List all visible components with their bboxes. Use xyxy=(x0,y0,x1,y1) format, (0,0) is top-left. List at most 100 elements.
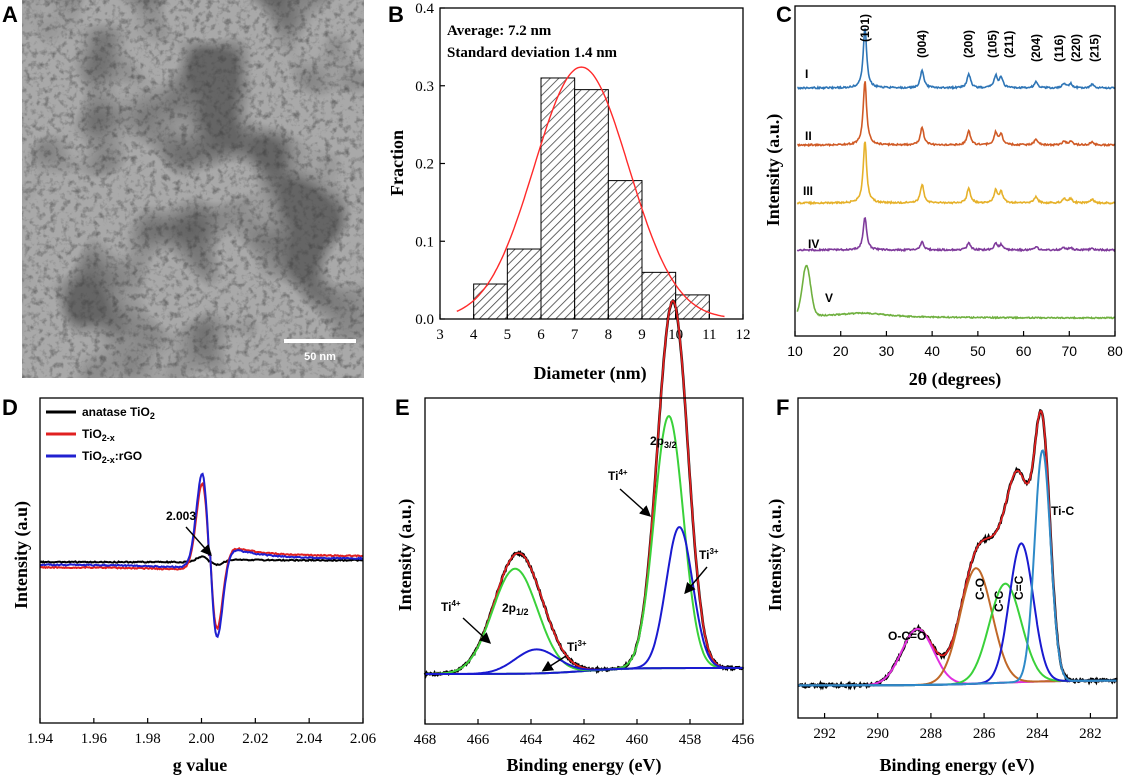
x-tick-d-label: 2.02 xyxy=(242,731,268,747)
x-tick-c-label: 60 xyxy=(1016,343,1032,359)
panel-label-c: C xyxy=(776,2,792,27)
x-tick-d-label: 1.94 xyxy=(27,731,54,747)
average-annotation: Average: 7.2 nm xyxy=(447,23,552,39)
y-tick-b-label: 0.2 xyxy=(415,157,434,173)
panel-d: D 1.94 1.96 1.98 2.00 2.02 2.04 2.06 anatase T… xyxy=(2,395,377,775)
x-tick-f-label: 286 xyxy=(973,726,996,742)
epr-line xyxy=(39,555,363,567)
miller-index-label: (200) xyxy=(962,30,976,58)
x-tick-c-label: 50 xyxy=(970,343,986,359)
x-tick-b-label: 11 xyxy=(702,327,716,343)
series-label-c: III xyxy=(803,184,813,198)
xps-ti-component xyxy=(425,648,743,675)
x-tick-e-label: 466 xyxy=(467,732,490,748)
x-tick-e-label: 458 xyxy=(679,732,702,748)
histogram-bar xyxy=(473,283,508,320)
miller-index-label: (220) xyxy=(1069,34,1083,62)
xps-ti-spectra xyxy=(423,298,745,679)
arrow-ti4-bottom xyxy=(462,617,492,644)
y-axis-ticks-b: 0.0 0.1 0.2 0.3 0.4 xyxy=(415,1,445,328)
x-axis-ticks-d: 1.94 1.96 1.98 2.00 2.02 2.04 2.06 xyxy=(27,718,377,747)
x-tick-b-label: 6 xyxy=(537,327,545,343)
x-tick-b-label: 5 xyxy=(504,327,512,343)
y-axis-label-d: Intensity (a.u) xyxy=(11,501,32,609)
label-ocoo: O-C=O xyxy=(888,629,926,643)
x-tick-f-label: 290 xyxy=(867,726,890,742)
xps-c-component xyxy=(798,627,1117,687)
miller-index-label: (211) xyxy=(1002,31,1016,58)
series-label-c: IV xyxy=(808,237,819,251)
x-tick-c-label: 70 xyxy=(1061,343,1077,359)
epr-line xyxy=(39,481,364,631)
series-label-c: I xyxy=(805,67,808,81)
x-tick-e-label: 464 xyxy=(520,732,543,748)
arrow-ti4-top xyxy=(619,488,652,517)
xps-c-component xyxy=(798,449,1117,687)
x-tick-d-label: 2.00 xyxy=(188,731,214,747)
x-tick-c-label: 40 xyxy=(924,343,940,359)
x-tick-c-label: 30 xyxy=(879,343,895,359)
label-2p12: 2p1/2 xyxy=(502,601,529,617)
label-tic: Ti-C xyxy=(1051,504,1074,518)
panel-label-b: B xyxy=(388,2,404,27)
gaussian-fit-curve xyxy=(456,66,725,318)
panel-a: A 50 nm xyxy=(2,0,364,378)
x-tick-b-label: 9 xyxy=(638,327,646,343)
panel-c: C 10 20 30 40 50 60 70 80 (101)(004) (200) (105)(… xyxy=(763,2,1123,390)
x-tick-b-label: 4 xyxy=(470,327,478,343)
x-tick-c-label: 10 xyxy=(787,343,803,359)
xps-c-component xyxy=(798,582,1117,687)
label-ti3-bottom: Ti3+ xyxy=(567,639,587,654)
legend-d: anatase TiO2 TiO2-x TiO2-x:rGO xyxy=(46,405,155,465)
x-axis-label-f: Binding energy (eV) xyxy=(880,755,1035,776)
x-axis-label-b: Diameter (nm) xyxy=(533,363,646,384)
miller-index-labels: (101) (004) (200) (105) (211) (204) (116) (220)… xyxy=(858,14,1101,62)
x-tick-b-label: 7 xyxy=(571,327,579,343)
miller-index-label: (004) xyxy=(915,30,929,58)
label-ti4-top: Ti4+ xyxy=(608,468,628,483)
legend-label-d: TiO2-x xyxy=(82,427,115,443)
panel-b: B 3 4 5 6 7 8 9 10 11 12 0.00.10.20.30.4 Average:… xyxy=(387,1,751,384)
x-tick-b-label: 12 xyxy=(736,327,751,343)
plot-frame-c xyxy=(794,5,1116,337)
legend-label-d: anatase TiO2 xyxy=(82,405,155,421)
label-cdc: C=C xyxy=(1012,575,1026,600)
panel-e: E 468 466 464 462 460 458 456 2p3/2 2p1/2 Ti4+… xyxy=(395,298,755,776)
xps-c-experimental xyxy=(797,408,1118,691)
panel-label-e: E xyxy=(395,395,410,420)
plot-frame-f xyxy=(797,397,1118,719)
y-axis-label-b: Fraction xyxy=(387,130,407,196)
x-axis-label-d: g value xyxy=(173,755,228,775)
series-label-c: V xyxy=(825,291,833,305)
scale-bar xyxy=(284,339,356,343)
tem-particle-texture xyxy=(22,0,364,378)
x-axis-ticks-f: 292 290 288 286 284 282 xyxy=(813,713,1102,742)
x-tick-d-label: 2.04 xyxy=(296,731,323,747)
xrd-line-IV xyxy=(796,216,1116,253)
panel-f: F 292 290 288 286 284 282 O-C=O C-O C-C C=C T… xyxy=(765,395,1118,776)
xps-c-spectra xyxy=(797,408,1118,691)
scale-bar-label: 50 nm xyxy=(304,351,336,363)
panel-label-f: F xyxy=(776,395,789,420)
epr-spectra xyxy=(39,472,364,639)
y-tick-b-label: 0.0 xyxy=(415,312,434,328)
miller-index-label: (105) xyxy=(985,30,999,58)
x-tick-e-label: 456 xyxy=(732,732,755,748)
histogram-bar xyxy=(607,180,643,320)
miller-index-label: (215) xyxy=(1087,34,1101,62)
xps-c-component xyxy=(798,567,1117,687)
histogram-bars xyxy=(473,77,710,320)
panel-label-d: D xyxy=(2,395,18,420)
x-tick-c-label: 20 xyxy=(833,343,849,359)
histogram-bar xyxy=(574,89,609,320)
label-cc: C-C xyxy=(992,590,1006,612)
label-2p32: 2p3/2 xyxy=(650,434,677,450)
arrow-ti3-bottom xyxy=(541,655,567,672)
x-tick-d-label: 1.98 xyxy=(135,731,161,747)
y-tick-b-label: 0.3 xyxy=(415,79,434,95)
xrd-line-V xyxy=(796,264,1115,320)
g-value-annotation: 2.003 xyxy=(166,509,196,523)
x-axis-ticks-e: 468 466 464 462 460 458 456 xyxy=(414,719,755,748)
